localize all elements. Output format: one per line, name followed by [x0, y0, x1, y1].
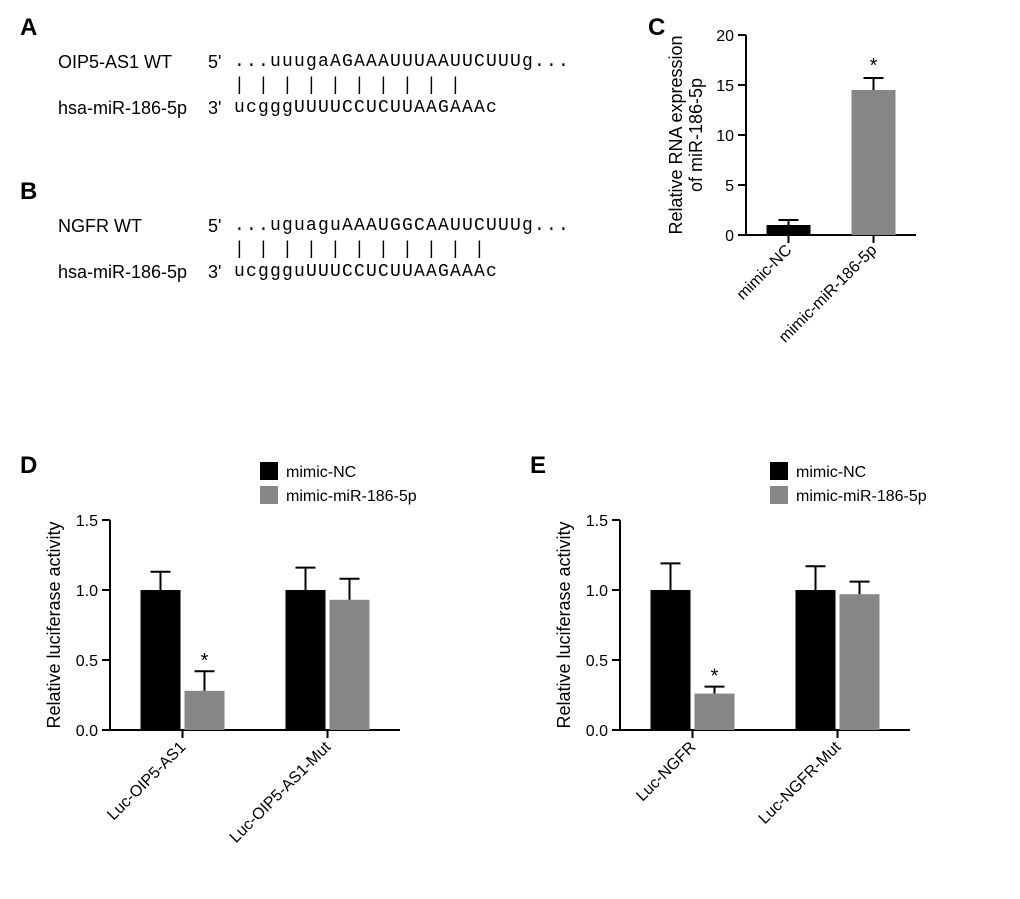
legend-swatch [260, 462, 278, 480]
seqB1-label: NGFR WT [58, 215, 208, 238]
svg-text:1.5: 1.5 [76, 513, 98, 530]
svg-text:Relative luciferase activity: Relative luciferase activity [44, 521, 64, 728]
bar [767, 225, 811, 235]
bar [695, 694, 735, 730]
svg-text:Relative RNA expressionof miR-: Relative RNA expressionof miR-186-5p [666, 35, 706, 234]
panel-b-label: B [20, 178, 37, 206]
seqA1-label: OIP5-AS1 WT [58, 51, 208, 74]
x-category: Luc-NGFR-Mut [756, 738, 845, 827]
panel-a-alignment: OIP5-AS1 WT 5' ...uuugaAGAAAUUUAAUUCUUUg… [58, 50, 570, 122]
seqA1-text: ...uuugaAGAAAUUUAAUUCUUUg... [234, 51, 570, 74]
legend-swatch [770, 462, 788, 480]
legend-label: mimic-NC [796, 464, 866, 481]
panel-a-label: A [20, 14, 37, 42]
panel-b-alignment: NGFR WT 5' ...uguaguAAAUGGCAAUUCUUUg... … [58, 214, 570, 286]
x-category: Luc-OIP5-AS1-Mut [227, 738, 335, 846]
panel-e-chart: mimic-NC mimic-miR-186-5p 0.0 0.5 1.0 1.5 Rela… [540, 450, 1010, 895]
seqB1-text: ...uguaguAAAUGGCAAUUCUUUg... [234, 215, 570, 238]
bar [651, 590, 691, 730]
panel-c-chart: 0 5 10 15 20 Relative RNA expressionof miR-18… [650, 15, 1010, 435]
svg-text:0.5: 0.5 [586, 653, 608, 670]
seqB1-dir: 5' [208, 215, 234, 238]
seqA2-dir: 3' [208, 97, 234, 120]
x-category: mimic-NC [734, 242, 796, 304]
svg-text:*: * [711, 666, 719, 688]
bar [286, 590, 326, 730]
svg-text:5: 5 [725, 178, 734, 195]
seqA2-text: ucgggUUUUCCUCUUAAGAAAc [234, 97, 498, 120]
svg-text:1.0: 1.0 [76, 583, 98, 600]
seqB2-dir: 3' [208, 261, 234, 284]
legend-label: mimic-NC [286, 464, 356, 481]
panel-d-chart: mimic-NC mimic-miR-186-5p 0.0 0.5 1.0 1.5 Rela… [30, 450, 510, 895]
svg-text:1.0: 1.0 [586, 583, 608, 600]
legend-label: mimic-miR-186-5p [796, 488, 927, 505]
svg-text:1.5: 1.5 [586, 513, 608, 530]
svg-text:0: 0 [725, 228, 734, 245]
svg-text:*: * [201, 650, 209, 672]
seqA2-label: hsa-miR-186-5p [58, 97, 208, 120]
svg-text:*: * [870, 55, 878, 77]
bar [141, 590, 181, 730]
legend-label: mimic-miR-186-5p [286, 488, 417, 505]
svg-text:0.5: 0.5 [76, 653, 98, 670]
seqB2-text: ucggguUUUCCUCUUAAGAAAc [234, 261, 498, 284]
svg-text:20: 20 [716, 28, 734, 45]
svg-text:Relative luciferase activity: Relative luciferase activity [554, 521, 574, 728]
svg-text:0.0: 0.0 [76, 723, 98, 740]
svg-text:15: 15 [716, 78, 734, 95]
x-category: Luc-NGFR [633, 739, 699, 805]
svg-text:10: 10 [716, 128, 734, 145]
bar [840, 594, 880, 730]
legend-swatch [770, 486, 788, 504]
bar [185, 691, 225, 730]
bar [330, 600, 370, 730]
seqB2-label: hsa-miR-186-5p [58, 261, 208, 284]
legend-swatch [260, 486, 278, 504]
seqB-match: | | | | | | | | | | | [234, 241, 486, 259]
bar [852, 90, 896, 235]
seqA1-dir: 5' [208, 51, 234, 74]
seqA-match: | | | | | | | | | | [234, 77, 462, 95]
x-category: Luc-OIP5-AS1 [104, 739, 189, 824]
svg-text:0.0: 0.0 [586, 723, 608, 740]
bar [796, 590, 836, 730]
